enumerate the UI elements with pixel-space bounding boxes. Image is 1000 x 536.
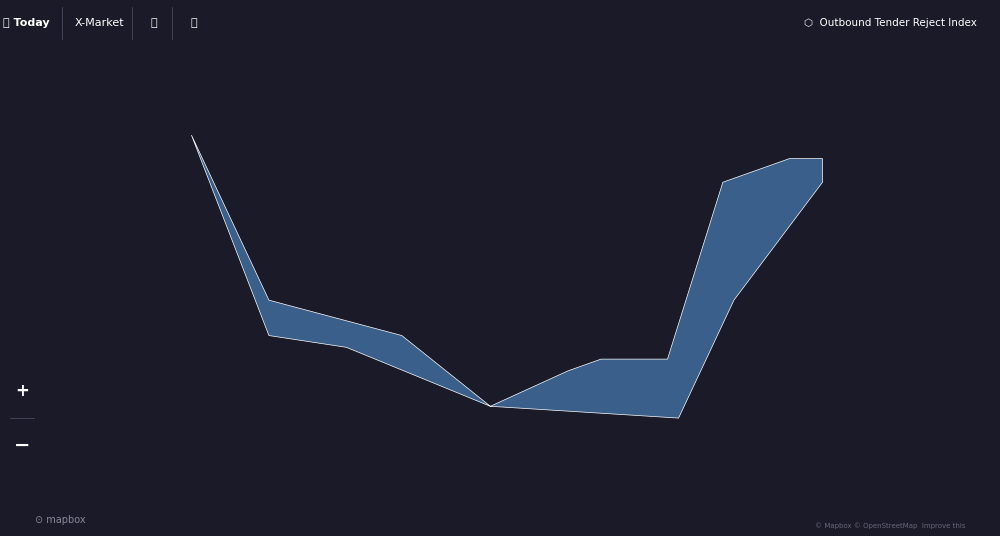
Text: +: + [16,382,29,400]
Polygon shape [191,135,822,418]
Text: ⊙ mapbox: ⊙ mapbox [35,515,85,525]
Text: 👍: 👍 [190,18,197,28]
Text: X-Market: X-Market [74,18,124,28]
Text: © Mapbox © OpenStreetMap  Improve this: © Mapbox © OpenStreetMap Improve this [815,522,965,528]
Text: ⬡  Outbound Tender Reject Index: ⬡ Outbound Tender Reject Index [804,18,976,28]
Text: ⬜: ⬜ [151,18,157,28]
Text: 🗓 Today: 🗓 Today [3,18,50,28]
Text: −: − [14,435,31,455]
